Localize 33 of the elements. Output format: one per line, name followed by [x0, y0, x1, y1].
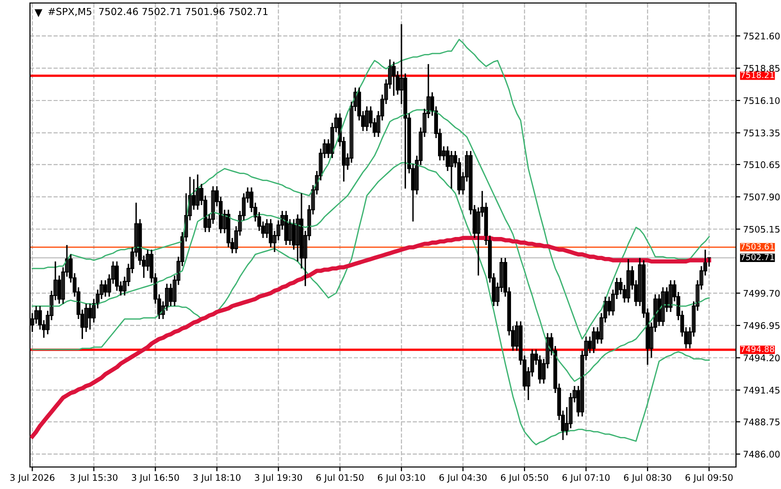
y-tick-label: 7518.85: [744, 64, 780, 72]
x-tick-label: 3 Jul 15:30: [70, 474, 118, 483]
y-tick-label: 7494.20: [744, 354, 780, 362]
x-tick-label: 6 Jul 09:50: [686, 474, 733, 483]
ref-line-label: 7518.21: [740, 72, 774, 78]
x-tick-label: 6 Jul 04:30: [439, 474, 487, 483]
x-tick-label: 3 Jul 18:10: [193, 474, 240, 483]
y-tick-label: 7496.95: [744, 322, 780, 330]
x-tick-label: 6 Jul 07:10: [562, 474, 610, 483]
y-tick-label: 7499.70: [744, 290, 780, 297]
line-series: [30, 236, 712, 439]
y-tick-label: 7507.90: [744, 194, 780, 200]
line-series: [32, 38, 710, 340]
chart-title: #SPX,M5 7502.46 7502.71 7501.96 7502.71: [48, 8, 268, 16]
x-tick-label: 6 Jul 01:50: [316, 474, 364, 483]
y-tick-label: 7513.35: [744, 130, 780, 136]
x-tick-label: 3 Jul 19:30: [254, 474, 302, 483]
y-tick-label: 7486.00: [744, 450, 780, 458]
y-tick-label: 7491.45: [744, 386, 780, 394]
ref-line-label: 7503.61: [740, 243, 774, 250]
x-tick-label: 6 Jul 03:10: [378, 474, 426, 483]
y-tick-label: 7488.75: [744, 418, 780, 426]
y-tick-label: 7516.10: [744, 97, 780, 104]
y-tick-label: 7521.60: [744, 32, 780, 40]
x-tick-label: 6 Jul 08:30: [624, 474, 672, 483]
x-tick-label: 3 Jul 16:50: [132, 474, 179, 483]
y-tick-label: 7510.65: [744, 161, 780, 168]
ref-line-label: 7502.71: [740, 254, 774, 260]
ref-line-label: 7494.88: [740, 346, 774, 352]
line-series: [32, 162, 710, 446]
y-tick-label: 7505.15: [744, 226, 780, 233]
x-tick-label: 6 Jul 05:50: [500, 474, 548, 483]
x-tick-label: 3 Jul 2026: [10, 474, 54, 483]
